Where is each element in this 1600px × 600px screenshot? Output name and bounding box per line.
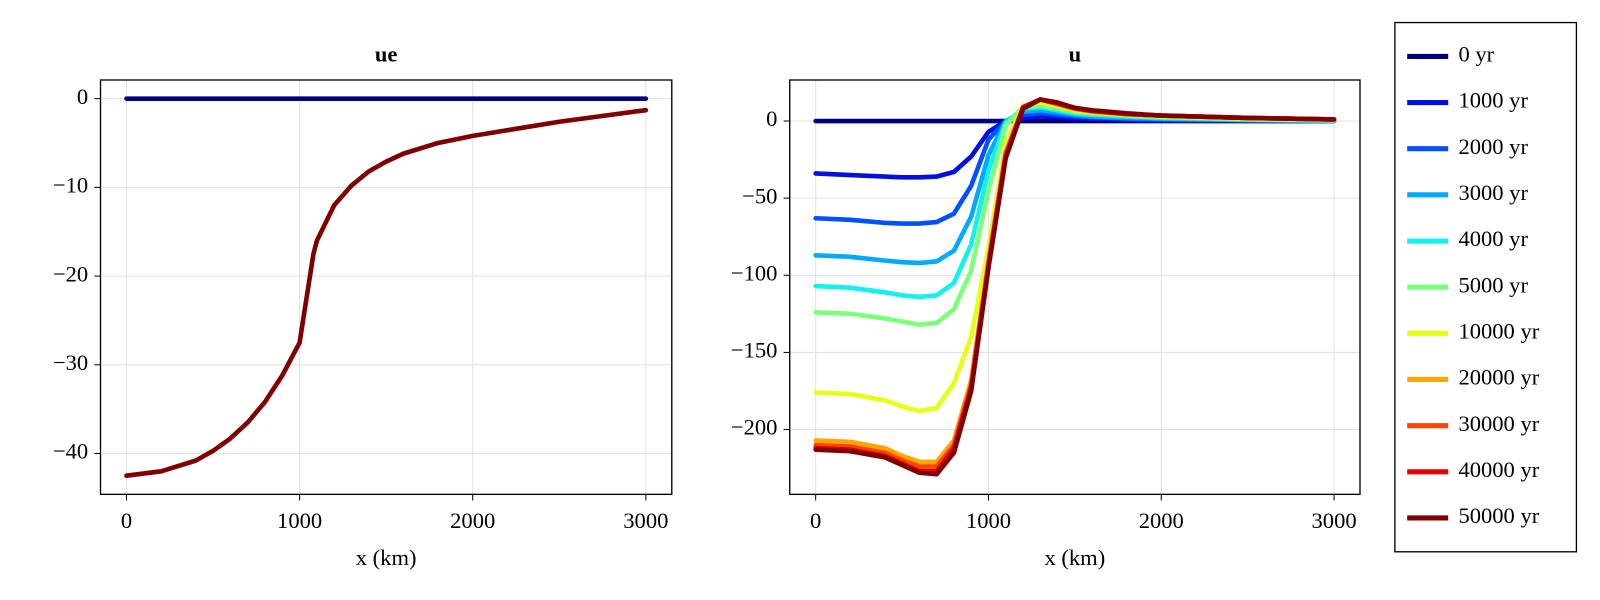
axes-frame [99,79,673,496]
y-tick-label: −200 [731,415,778,440]
legend-label: 2000 yr [1458,134,1528,159]
y-tick-label: −40 [53,439,88,464]
series-line [813,107,1337,266]
x-tick-label: 2000 [1139,508,1184,533]
chart-title: ue [375,42,398,67]
x-tick-label: 3000 [1312,508,1357,533]
axes-frame [789,79,1361,496]
series-line [124,107,649,478]
x-tick-label: 3000 [623,508,668,533]
legend-label: 0 yr [1458,42,1494,67]
series-line [813,97,1337,474]
plot-area [813,97,1337,477]
y-tick-label: −150 [731,338,778,363]
x-tick-label: 1000 [966,508,1011,533]
x-tick-label: 0 [810,508,821,533]
legend-label: 5000 yr [1458,272,1528,297]
y-tick-label: 0 [77,84,88,109]
series-line [813,97,1337,465]
chart-title: u [1069,42,1082,67]
legend-label: 50000 yr [1458,503,1539,528]
series-line [813,97,1337,469]
legend-label: 10000 yr [1458,319,1539,344]
series-line [813,97,1337,477]
x-axis-label: x (km) [356,545,417,570]
y-tick-label: −20 [53,261,88,286]
y-tick-label: −10 [53,173,88,198]
x-tick-label: 0 [121,508,132,533]
x-tick-label: 1000 [277,508,322,533]
legend-label: 40000 yr [1458,457,1539,482]
legend-label: 3000 yr [1458,180,1528,205]
y-tick-label: −30 [53,350,88,375]
legend-label: 20000 yr [1458,365,1539,390]
legend-label: 30000 yr [1458,411,1539,436]
legend-label: 1000 yr [1458,88,1528,113]
series-line [813,111,1337,226]
series-line [813,104,1337,300]
series-line [813,114,1337,180]
legend-label: 4000 yr [1458,226,1528,251]
x-axis-label: x (km) [1044,545,1105,570]
y-tick-label: 0 [766,106,777,131]
plot-area [124,96,649,478]
y-tick-label: −50 [742,183,777,208]
x-tick-label: 2000 [450,508,495,533]
y-tick-label: −100 [731,260,778,285]
series-line [813,100,1337,414]
